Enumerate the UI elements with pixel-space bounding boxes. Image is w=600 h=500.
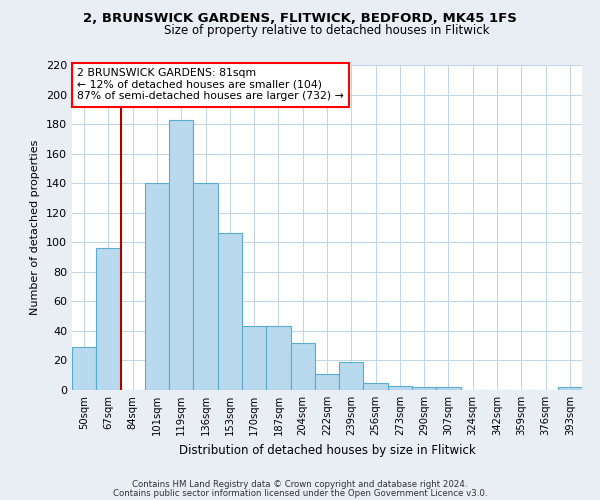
- Title: Size of property relative to detached houses in Flitwick: Size of property relative to detached ho…: [164, 24, 490, 38]
- Text: Contains public sector information licensed under the Open Government Licence v3: Contains public sector information licen…: [113, 488, 487, 498]
- Y-axis label: Number of detached properties: Number of detached properties: [31, 140, 40, 315]
- Bar: [436, 387, 461, 390]
- Bar: [412, 387, 436, 390]
- Bar: [290, 342, 315, 390]
- Bar: [364, 382, 388, 390]
- Bar: [96, 248, 121, 390]
- Bar: [218, 234, 242, 390]
- Bar: [315, 374, 339, 390]
- Text: 2, BRUNSWICK GARDENS, FLITWICK, BEDFORD, MK45 1FS: 2, BRUNSWICK GARDENS, FLITWICK, BEDFORD,…: [83, 12, 517, 26]
- Bar: [169, 120, 193, 390]
- Bar: [339, 362, 364, 390]
- Text: Contains HM Land Registry data © Crown copyright and database right 2024.: Contains HM Land Registry data © Crown c…: [132, 480, 468, 489]
- Bar: [388, 386, 412, 390]
- X-axis label: Distribution of detached houses by size in Flitwick: Distribution of detached houses by size …: [179, 444, 475, 456]
- Bar: [193, 183, 218, 390]
- Bar: [266, 326, 290, 390]
- Bar: [242, 326, 266, 390]
- Bar: [72, 347, 96, 390]
- Text: 2 BRUNSWICK GARDENS: 81sqm
← 12% of detached houses are smaller (104)
87% of sem: 2 BRUNSWICK GARDENS: 81sqm ← 12% of deta…: [77, 68, 344, 102]
- Bar: [558, 387, 582, 390]
- Bar: [145, 183, 169, 390]
